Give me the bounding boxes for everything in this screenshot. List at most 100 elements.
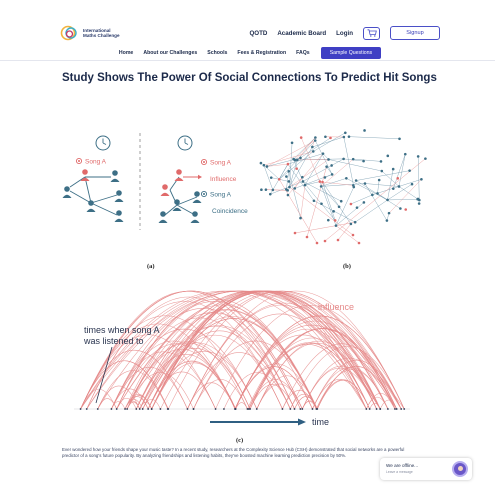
network-node (396, 177, 400, 180)
network-node (404, 208, 408, 211)
network-node (323, 239, 327, 243)
network-node (416, 155, 420, 158)
nav-login[interactable]: Login (336, 29, 353, 37)
times-label-line1: times when song A (84, 325, 160, 335)
network-edge (356, 170, 410, 181)
sample-questions-button[interactable]: Sample Questions (320, 47, 382, 59)
network-node (318, 180, 322, 183)
network-edge (304, 153, 324, 186)
listen-event-dot (255, 408, 258, 410)
panel-a-right-edges (164, 176, 198, 216)
network-edge (364, 183, 400, 187)
network-edge (297, 137, 331, 161)
subnav-home[interactable]: Home (118, 50, 134, 56)
network-node (351, 157, 355, 161)
network-node (327, 158, 330, 161)
influence-arc (111, 367, 188, 410)
network-edge (417, 156, 420, 201)
network-node (295, 167, 298, 170)
influence-arc (142, 325, 295, 410)
network-edge (356, 180, 401, 209)
network-node (277, 177, 281, 181)
network-node (324, 135, 327, 139)
network-edge (350, 194, 373, 205)
listen-event-dot (395, 408, 398, 410)
nav-qotd[interactable]: QOTD (249, 29, 268, 37)
site-logo[interactable]: International Maths Challenge (60, 24, 124, 42)
figure-panel-c: influence times when song A was listened… (74, 290, 410, 444)
network-node (321, 152, 325, 155)
chat-avatar[interactable] (452, 461, 468, 477)
network-node (268, 192, 272, 196)
network-node (321, 180, 324, 184)
network-edge (294, 137, 316, 161)
network-node (417, 202, 421, 205)
chat-subtext: Leave a message (386, 470, 413, 474)
network-edge (398, 186, 420, 201)
listen-event-dot (293, 408, 296, 410)
listen-event-dot (289, 408, 292, 410)
times-label-line2: was listened to (83, 336, 144, 346)
network-node (269, 176, 273, 179)
influence-label: Influence (210, 176, 237, 183)
influence-arcs (80, 290, 405, 410)
network-node (312, 199, 316, 203)
timeline-events (79, 408, 406, 410)
network-node (287, 180, 291, 183)
network-node (299, 216, 302, 220)
network-node (265, 165, 269, 168)
subnav-about[interactable]: About our Challenges (143, 50, 198, 56)
cart-button[interactable] (363, 26, 380, 40)
person-red-b2 (160, 184, 170, 196)
subnav-faqs[interactable]: FAQs (296, 50, 310, 56)
time-label: time (312, 417, 329, 427)
listen-event-dot (365, 408, 368, 410)
network-edge (322, 181, 336, 221)
song-a-marker-right2 (200, 190, 208, 198)
network-node (363, 129, 366, 132)
influence-label-c: influence (318, 302, 354, 312)
site-header: International Maths Challenge QOTD Acade… (0, 0, 495, 62)
network-edge-red (279, 179, 318, 244)
influence-arc (193, 379, 248, 410)
subnav-fees[interactable]: Fees & Registration (237, 50, 287, 56)
network-node (377, 178, 381, 182)
network-node (287, 169, 291, 173)
nav-academic-board[interactable]: Academic Board (277, 29, 327, 37)
influence-arc (116, 343, 236, 410)
listen-event-dot (368, 408, 371, 410)
panel-a-edges (69, 176, 118, 216)
person-teal-b2 (192, 191, 202, 203)
influence-arc (147, 316, 317, 410)
network-node (286, 162, 290, 166)
subnav-schools[interactable]: Schools (207, 50, 228, 56)
network-node (410, 182, 414, 186)
listen-event-dot (214, 408, 217, 410)
network-node (311, 150, 315, 153)
network-edge-red (324, 158, 426, 242)
network-node (334, 224, 338, 227)
network-node (353, 220, 357, 224)
signup-button[interactable]: Signup (390, 26, 440, 40)
network-node (292, 157, 295, 161)
network-node (424, 157, 427, 160)
network-edge (348, 136, 400, 139)
listen-event-dot (85, 408, 88, 410)
network-node (286, 189, 289, 192)
influence-arc (116, 397, 137, 410)
chat-status: We are offline... (386, 463, 419, 468)
network-node (293, 231, 297, 235)
panel-b-label: (b) (343, 263, 351, 270)
network-edge-red (289, 186, 354, 236)
network-node (285, 175, 288, 178)
influence-arc (124, 290, 381, 410)
network-node (329, 136, 332, 140)
chat-widget[interactable]: We are offline... Leave a message (380, 458, 472, 480)
influence-arc (111, 290, 367, 410)
influence-arc (139, 325, 291, 410)
network-node (330, 164, 333, 167)
network-node (408, 169, 411, 172)
influence-arc (282, 343, 402, 410)
listen-event-dot (186, 408, 189, 410)
network-edge (312, 136, 344, 148)
